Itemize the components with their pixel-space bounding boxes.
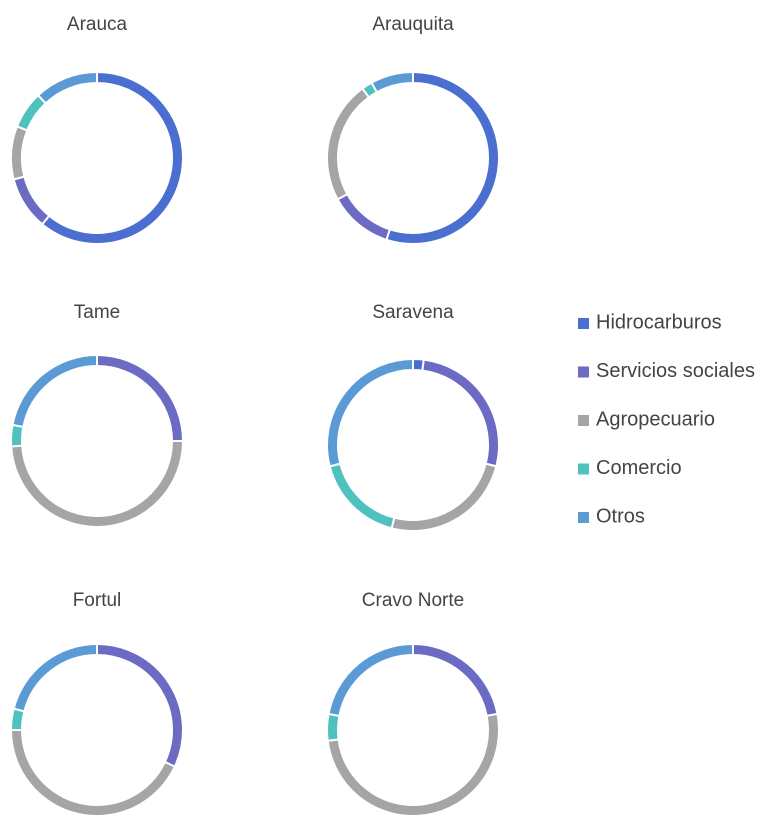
chart-title: Arauquita [372, 14, 454, 35]
donut-segment [385, 70, 500, 245]
legend-label: Agropecuario [596, 408, 715, 430]
donut-segment [96, 353, 185, 442]
donut-segment [336, 192, 392, 242]
legend-swatch [578, 415, 589, 426]
legend-label: Comercio [596, 457, 682, 479]
legend-label: Servicios sociales [596, 360, 755, 382]
donut-segment [326, 357, 414, 468]
donut-segment [96, 642, 184, 768]
donut-segment [10, 440, 185, 528]
donut-segment [11, 353, 98, 429]
donut-segment [36, 70, 98, 105]
donut-segment [9, 729, 177, 817]
donut-segment [326, 712, 500, 817]
legend-label: Hidrocarburos [596, 311, 722, 333]
donut-segment [10, 125, 29, 181]
legend-swatch [578, 512, 589, 523]
chart-title: Saravena [372, 302, 454, 323]
chart-title: Cravo Norte [362, 590, 464, 611]
donut-segment [326, 87, 371, 201]
donut-segment [412, 642, 499, 718]
donut-segment [10, 423, 25, 448]
legend-swatch [578, 366, 589, 378]
chart-title: Fortul [73, 590, 122, 611]
donut-segment [40, 70, 184, 245]
legend-swatch [578, 318, 589, 329]
legend-swatch [578, 463, 589, 475]
donut-segment [390, 462, 498, 532]
chart-title: Tame [74, 302, 120, 323]
donut-segment [12, 175, 51, 226]
donut-segment [15, 93, 48, 132]
donut-segment [12, 642, 98, 713]
donut-segment [327, 642, 414, 718]
donut-segment [326, 712, 341, 742]
donut-segment [328, 462, 396, 530]
legend-label: Otros [596, 505, 645, 527]
donut-segment [370, 70, 414, 94]
donut-segment [421, 358, 500, 468]
chart-title: Arauca [67, 14, 128, 35]
